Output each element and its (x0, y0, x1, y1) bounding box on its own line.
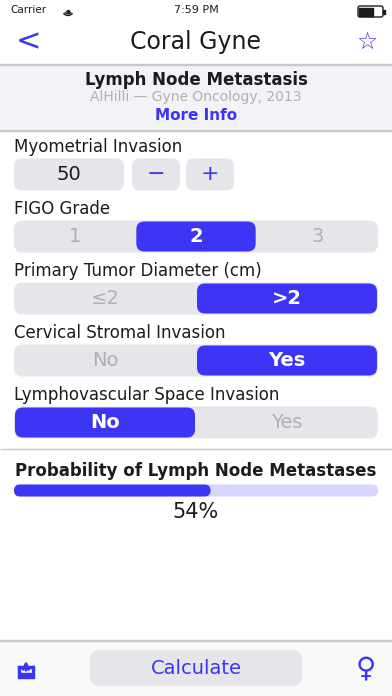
FancyBboxPatch shape (14, 406, 378, 438)
Text: 2: 2 (189, 227, 203, 246)
FancyBboxPatch shape (14, 159, 124, 191)
Text: FIGO Grade: FIGO Grade (14, 200, 110, 219)
Text: AlHilli — Gyne Oncology, 2013: AlHilli — Gyne Oncology, 2013 (90, 90, 302, 104)
FancyBboxPatch shape (14, 484, 211, 496)
FancyBboxPatch shape (15, 407, 195, 438)
Text: <: < (16, 28, 42, 56)
Text: ♀: ♀ (356, 654, 376, 682)
Text: Myometrial Invasion: Myometrial Invasion (14, 139, 182, 157)
Text: More Info: More Info (155, 107, 237, 122)
FancyBboxPatch shape (14, 221, 378, 253)
Text: −: − (147, 164, 165, 184)
Text: 7:59 PM: 7:59 PM (174, 5, 218, 15)
Text: Calculate: Calculate (151, 658, 241, 677)
Text: 1: 1 (69, 227, 81, 246)
FancyBboxPatch shape (136, 221, 256, 251)
Text: Yes: Yes (271, 413, 303, 432)
Text: ☆: ☆ (357, 30, 378, 54)
Text: No: No (90, 413, 120, 432)
FancyBboxPatch shape (186, 159, 234, 191)
Text: Probability of Lymph Node Metastases: Probability of Lymph Node Metastases (15, 461, 377, 480)
Text: 54%: 54% (173, 503, 219, 523)
Text: ≤2: ≤2 (91, 289, 120, 308)
Text: No: No (92, 351, 118, 370)
Text: >2: >2 (272, 289, 302, 308)
FancyBboxPatch shape (197, 283, 377, 313)
FancyBboxPatch shape (90, 650, 302, 686)
Text: Coral Gyne: Coral Gyne (131, 30, 261, 54)
Text: Cervical Stromal Invasion: Cervical Stromal Invasion (14, 324, 225, 342)
FancyBboxPatch shape (14, 484, 378, 496)
FancyBboxPatch shape (132, 159, 180, 191)
Text: +: + (201, 164, 219, 184)
Text: Primary Tumor Diameter (cm): Primary Tumor Diameter (cm) (14, 262, 262, 280)
FancyBboxPatch shape (14, 283, 378, 315)
FancyBboxPatch shape (14, 345, 378, 377)
Text: Lymphovascular Space Invasion: Lymphovascular Space Invasion (14, 386, 279, 404)
Text: Carrier: Carrier (10, 5, 46, 15)
Text: 50: 50 (56, 165, 82, 184)
FancyBboxPatch shape (197, 345, 377, 376)
Text: 3: 3 (311, 227, 323, 246)
Text: Lymph Node Metastasis: Lymph Node Metastasis (85, 71, 307, 89)
Text: Yes: Yes (269, 351, 306, 370)
